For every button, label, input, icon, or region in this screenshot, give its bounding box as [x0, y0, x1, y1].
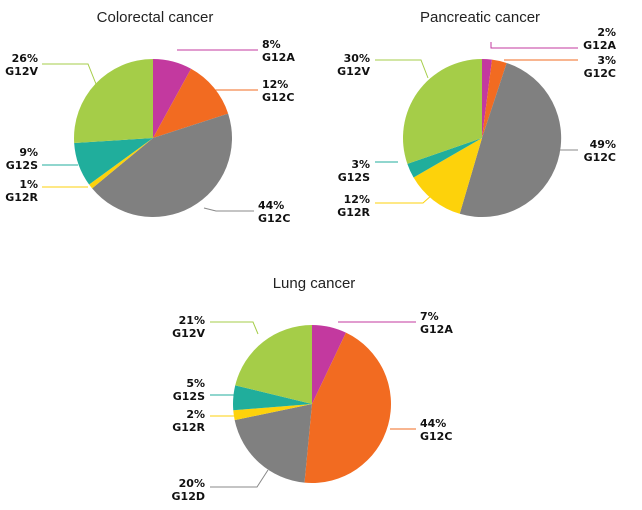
slice-label-g12s: 5% G12S	[173, 377, 205, 403]
pie-slice-g12r	[89, 138, 153, 189]
slice-mutation: G12R	[5, 191, 38, 204]
pie-slice-g12s	[233, 385, 312, 411]
slice-mutation: G12V	[337, 65, 370, 78]
slice-percent: 5%	[186, 377, 205, 390]
slice-percent: 9%	[19, 146, 38, 159]
leader-line	[490, 42, 578, 49]
slice-label-g12c: 49% G12C	[584, 138, 616, 164]
slice-label-g12a: 2% G12A	[583, 26, 616, 52]
slice-label-g12c: 3% G12C	[584, 54, 616, 80]
slice-percent: 21%	[179, 314, 205, 327]
pie-slice-g12s	[74, 138, 153, 185]
slice-mutation: G12C	[262, 91, 294, 104]
leader-line	[42, 63, 97, 85]
slice-mutation: G12C	[584, 67, 616, 80]
slice-percent: 12%	[344, 193, 370, 206]
slice-mutation: G12A	[583, 39, 616, 52]
slice-percent: 44%	[258, 199, 284, 212]
slice-label-g12a: 8% G12A	[262, 38, 295, 64]
chart-title: Pancreatic cancer	[420, 9, 540, 26]
pie-slice-g12v	[235, 325, 312, 404]
slice-label-g12v: 30% G12V	[337, 52, 370, 78]
slice-mutation: G12S	[6, 159, 38, 172]
slice-percent: 3%	[597, 54, 616, 67]
slice-label-g12d: 20% G12D	[172, 477, 205, 503]
leader-line	[203, 207, 254, 212]
pie-slice-g12c	[482, 59, 507, 138]
pie-slice-g12r	[413, 138, 482, 214]
slice-percent: 2%	[186, 408, 205, 421]
leader-line	[210, 469, 269, 488]
slice-mutation: G12A	[420, 323, 453, 336]
leader-line	[375, 194, 433, 204]
slice-label-g12v: 21% G12V	[172, 314, 205, 340]
slice-mutation: G12A	[262, 51, 295, 64]
pie-slice-g12a	[153, 58, 192, 138]
slice-mutation: G12S	[173, 390, 205, 403]
slice-percent: 7%	[420, 310, 439, 323]
pie-slice-g12s	[407, 138, 482, 178]
pie-slice-g12c	[459, 62, 562, 218]
pie-slice-g12a	[482, 59, 492, 138]
pie-slice-g12c	[153, 68, 229, 138]
chart-title: Colorectal cancer	[97, 9, 214, 26]
slice-label-g12s: 9% G12S	[6, 146, 38, 172]
pie-slice-g12a	[312, 325, 346, 404]
slice-label-g12c: 44% G12C	[258, 199, 290, 225]
slice-label-g12r: 1% G12R	[5, 178, 38, 204]
pie-slice-g12r	[233, 404, 312, 421]
slice-percent: 26%	[12, 52, 38, 65]
slice-percent: 3%	[351, 158, 370, 171]
slice-mutation: G12R	[172, 421, 205, 434]
slice-label-g12r: 12% G12R	[337, 193, 370, 219]
slice-percent: 12%	[262, 78, 288, 91]
slice-mutation: G12R	[337, 206, 370, 219]
slice-mutation: G12C	[584, 151, 616, 164]
slice-percent: 20%	[179, 477, 205, 490]
pie-slice-g12d	[234, 404, 312, 483]
slice-mutation: G12C	[420, 430, 452, 443]
slice-percent: 8%	[262, 38, 281, 51]
pie-slice-g12v	[402, 59, 482, 164]
slice-mutation: G12V	[5, 65, 38, 78]
pie-slice-g12v	[74, 59, 153, 143]
slice-label-g12s: 3% G12S	[338, 158, 370, 184]
chart-title: Lung cancer	[273, 275, 356, 292]
slice-percent: 49%	[590, 138, 616, 151]
slice-percent: 1%	[19, 178, 38, 191]
slice-label-g12r: 2% G12R	[172, 408, 205, 434]
slice-percent: 30%	[344, 52, 370, 65]
pie-slice-g12c	[92, 113, 232, 217]
slice-label-g12a: 7% G12A	[420, 310, 453, 336]
leader-line	[375, 59, 429, 79]
slice-mutation: G12D	[172, 490, 205, 503]
slice-label-g12c: 44% G12C	[420, 417, 452, 443]
slice-mutation: G12S	[338, 171, 370, 184]
slice-mutation: G12C	[258, 212, 290, 225]
slice-mutation: G12V	[172, 327, 205, 340]
leader-line	[210, 321, 259, 335]
slice-label-g12v: 26% G12V	[5, 52, 38, 78]
pie-slice-g12c	[304, 332, 391, 483]
slice-percent: 2%	[597, 26, 616, 39]
slice-label-g12c: 12% G12C	[262, 78, 294, 104]
slice-percent: 44%	[420, 417, 446, 430]
